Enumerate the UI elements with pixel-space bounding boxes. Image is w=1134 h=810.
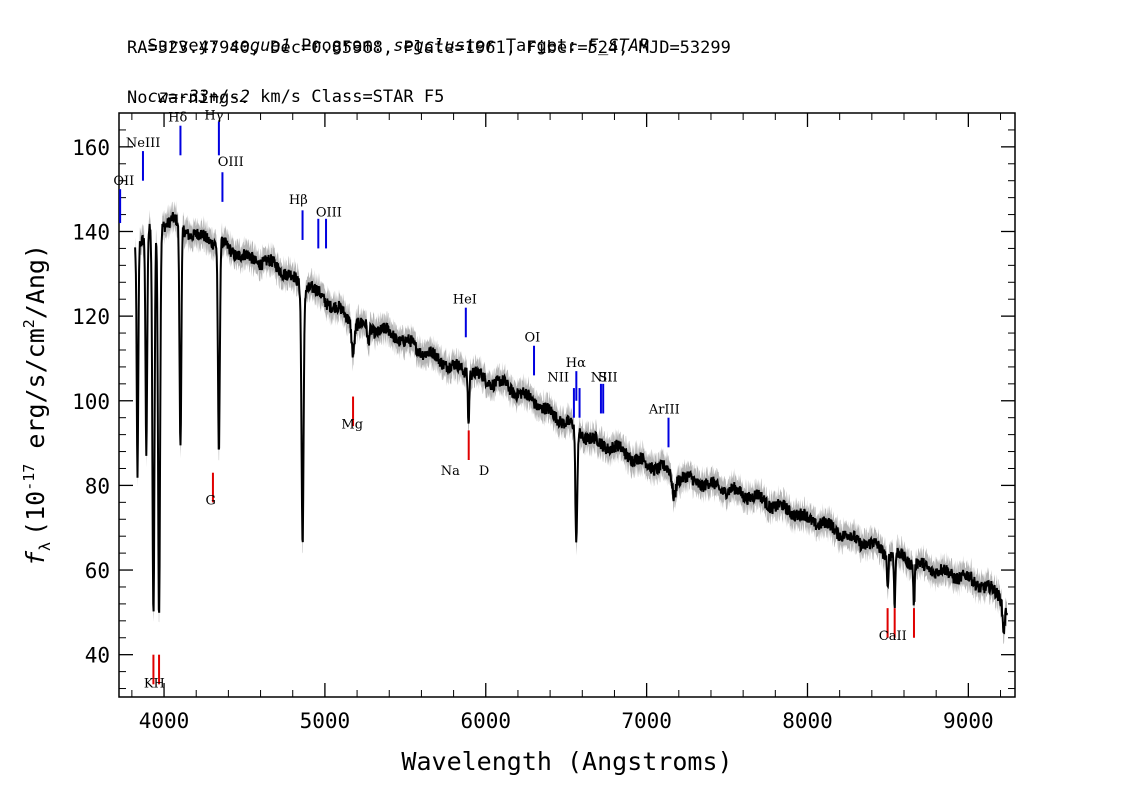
- y-axis-symbol: f: [21, 550, 50, 566]
- y-tick-label: 40: [85, 644, 110, 668]
- survey-label: Survey:: [147, 36, 220, 56]
- y-axis-units: (10: [21, 491, 50, 536]
- spectral-line-label: D: [479, 464, 489, 479]
- x-axis-title: Wavelength (Angstroms): [401, 747, 732, 776]
- header-line-4: No warnings.: [127, 88, 250, 108]
- header-line-2: RA=323.47940, Dec=0.85968, Plate=1961, F…: [127, 38, 731, 58]
- spectral-line-label: OII: [113, 174, 134, 189]
- flux-layer: [134, 200, 1008, 645]
- spectral-line-label: Hβ: [289, 193, 308, 208]
- y-axis-title: fλ (10-17 erg/s/cm2/Ang): [20, 244, 54, 566]
- spectral-line-label: ArIII: [648, 402, 680, 417]
- spectral-line-label: NII: [547, 371, 569, 386]
- flux-line: [134, 211, 1008, 635]
- spectral-line-label: Hγ: [204, 108, 223, 123]
- y-tick-label: 80: [85, 474, 110, 498]
- y-tick-label: 120: [72, 305, 110, 329]
- spectral-line-label: Hδ: [168, 110, 187, 125]
- x-tick-label: 7000: [621, 709, 672, 733]
- y-tick-label: 100: [72, 390, 110, 414]
- spectral-line-label: HeI: [453, 292, 477, 307]
- x-tick-label: 6000: [460, 709, 511, 733]
- cz-value: -33+/-2: [178, 87, 250, 107]
- y-tick-label: 60: [85, 559, 110, 583]
- spectral-line-label: G: [205, 493, 215, 508]
- x-tick-label: 5000: [300, 709, 351, 733]
- y-tick-label: 160: [72, 136, 110, 160]
- y-axis-subscript: λ: [36, 542, 54, 551]
- spectral-line-label: OIII: [218, 155, 244, 170]
- cz-label: cz=: [147, 87, 179, 107]
- target-label: Target:: [505, 36, 578, 56]
- header-line-1: Survey: segue1 Program: segcluster Targe…: [127, 10, 649, 58]
- spectral-line-label: SII: [598, 371, 617, 386]
- target-value: F_STAR: [587, 36, 650, 56]
- program-value: segcluster: [393, 36, 496, 56]
- header-line-3: cz=-33+/-2 km/s Class=STAR F5: [127, 61, 444, 109]
- y-axis-exponent: -17: [20, 464, 38, 491]
- x-tick-label: 4000: [139, 709, 190, 733]
- x-tick-label: 8000: [782, 709, 833, 733]
- spectral-line-label: OIII: [316, 206, 342, 221]
- cz-unit-class: km/s Class=STAR F5: [249, 87, 445, 107]
- program-label: Program:: [301, 36, 383, 56]
- y-tick-label: 140: [72, 220, 110, 244]
- y-axis-units-mid: erg/s/cm: [21, 328, 50, 463]
- ticks-layer: 4000 5000 6000 7000 8000 9000 40 60 80 100 120 140 1…: [72, 113, 1015, 733]
- spectral-line-label: OI: [525, 331, 541, 346]
- y-axis-units-tail: /Ang): [21, 244, 50, 319]
- spectral-line-label: Na: [441, 464, 460, 479]
- x-tick-label: 9000: [943, 709, 994, 733]
- survey-value: segue1: [229, 36, 291, 56]
- spectral-line-label: NII: [591, 371, 613, 386]
- plot-frame: [118, 112, 1016, 698]
- spectral-line-label: KH: [144, 677, 165, 692]
- spectral-line-label: NeIII: [126, 136, 160, 151]
- spectral-line-label: CaII: [879, 629, 907, 644]
- spectral-line-label: Hα: [566, 356, 586, 371]
- spectral-line-label: Mg: [341, 417, 363, 432]
- y-axis-exponent-2: 2: [20, 319, 38, 328]
